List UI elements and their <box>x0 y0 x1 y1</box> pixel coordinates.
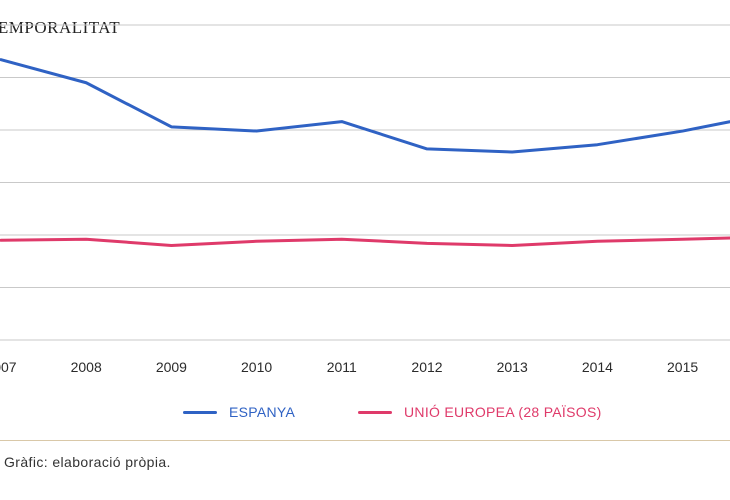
grid <box>0 24 730 341</box>
line-chart: 2007200820092010201120122013201420152016 <box>0 24 730 375</box>
x-tick-label: 2015 <box>667 359 698 375</box>
x-tick-label: 2010 <box>241 359 272 375</box>
legend-item-ue: UNIÓ EUROPEA (28 PAÏSOS) <box>358 404 602 420</box>
series-lines <box>0 58 730 247</box>
chart-title: TEMPORALITAT <box>0 18 121 37</box>
legend-label-ue: UNIÓ EUROPEA (28 PAÏSOS) <box>404 404 602 420</box>
legend-swatch-ue <box>358 410 392 414</box>
x-tick-label: 2007 <box>0 359 17 375</box>
series-line-1 <box>0 236 730 247</box>
x-tick-label: 2008 <box>71 359 102 375</box>
legend-swatch-espanya <box>183 410 217 414</box>
source-note: Gràfic: elaboració pròpia. <box>4 454 171 470</box>
x-tick-label: 2013 <box>497 359 528 375</box>
x-tick-label: 2012 <box>411 359 442 375</box>
x-axis-ticks: 2007200820092010201120122013201420152016 <box>0 359 698 375</box>
x-tick-label: 2014 <box>582 359 613 375</box>
series-line-0 <box>0 58 730 154</box>
legend-item-espanya: ESPANYA <box>183 404 295 420</box>
legend-label-espanya: ESPANYA <box>229 404 296 420</box>
divider <box>0 440 730 441</box>
x-tick-label: 2011 <box>327 359 357 375</box>
x-tick-label: 2009 <box>156 359 187 375</box>
